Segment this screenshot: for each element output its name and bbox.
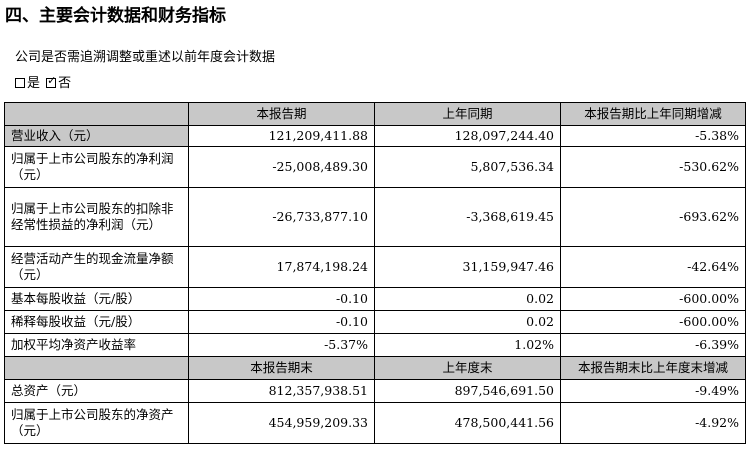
- option-yes[interactable]: 是: [15, 75, 40, 93]
- current-value: -26,733,877.10: [188, 187, 375, 247]
- table-row: 经营活动产生的现金流量净额（元） 17,874,198.24 31,159,94…: [4, 246, 746, 288]
- restatement-question: 公司是否需追溯调整或重述以前年度会计数据: [15, 50, 276, 65]
- checkbox-yes[interactable]: [15, 78, 25, 88]
- current-value: 121,209,411.88: [188, 125, 375, 147]
- change-value: -6.39%: [560, 333, 746, 357]
- current-value: -5.37%: [188, 333, 375, 357]
- row-label: 归属于上市公司股东的扣除非经常性损益的净利润（元）: [4, 187, 189, 247]
- table-row: 归属于上市公司股东的净资产（元） 454,959,209.33 478,500,…: [4, 402, 746, 444]
- previous-value: 1.02%: [374, 333, 561, 357]
- row-label: 总资产（元）: [4, 379, 189, 403]
- change-value: -600.00%: [560, 310, 746, 334]
- current-value: -0.10: [188, 287, 375, 311]
- option-yes-label: 是: [27, 76, 41, 91]
- change-value: -5.38%: [560, 125, 746, 147]
- header-cell-blank: [4, 102, 189, 126]
- row-label: 归属于上市公司股东的净利润（元）: [4, 146, 189, 188]
- financial-indicators-table: 本报告期 上年同期 本报告期比上年同期增减 营业收入（元） 121,209,41…: [4, 102, 746, 444]
- header-period-end-change: 本报告期末比上年度末增减: [560, 356, 746, 380]
- row-label: 营业收入（元）: [4, 125, 189, 147]
- option-no-label: 否: [58, 76, 72, 91]
- section-heading: 四、主要会计数据和财务指标: [5, 6, 226, 26]
- header-current-period-end: 本报告期末: [188, 356, 375, 380]
- row-label: 归属于上市公司股东的净资产（元）: [4, 402, 189, 444]
- table-row: 稀释每股收益（元/股） -0.10 0.02 -600.00%: [4, 310, 746, 334]
- previous-value: 5,807,536.34: [374, 146, 561, 188]
- table-row: 归属于上市公司股东的扣除非经常性损益的净利润（元） -26,733,877.10…: [4, 187, 746, 247]
- header-current-period: 本报告期: [188, 102, 375, 126]
- row-label: 稀释每股收益（元/股）: [4, 310, 189, 334]
- previous-value: 128,097,244.40: [374, 125, 561, 147]
- previous-value: 31,159,947.46: [374, 246, 561, 288]
- option-no[interactable]: ✓ 否: [46, 74, 72, 93]
- header-previous-year-end: 上年度末: [374, 356, 561, 380]
- current-value: 454,959,209.33: [188, 402, 375, 444]
- current-value: 17,874,198.24: [188, 246, 375, 288]
- previous-value: 478,500,441.56: [374, 402, 561, 444]
- current-value: -0.10: [188, 310, 375, 334]
- header-previous-period: 上年同期: [374, 102, 561, 126]
- change-value: -9.49%: [560, 379, 746, 403]
- checkbox-no[interactable]: ✓: [46, 74, 56, 88]
- header-row-period: 本报告期 上年同期 本报告期比上年同期增减: [4, 102, 746, 126]
- header-cell-blank: [4, 356, 189, 380]
- change-value: -530.62%: [560, 146, 746, 188]
- table-row: 归属于上市公司股东的净利润（元） -25,008,489.30 5,807,53…: [4, 146, 746, 188]
- change-value: -693.62%: [560, 187, 746, 247]
- current-value: 812,357,938.51: [188, 379, 375, 403]
- table-row: 营业收入（元） 121,209,411.88 128,097,244.40 -5…: [4, 125, 746, 147]
- row-label: 加权平均净资产收益率: [4, 333, 189, 357]
- table-row: 基本每股收益（元/股） -0.10 0.02 -600.00%: [4, 287, 746, 311]
- previous-value: -3,368,619.45: [374, 187, 561, 247]
- table-row: 加权平均净资产收益率 -5.37% 1.02% -6.39%: [4, 333, 746, 357]
- previous-value: 897,546,691.50: [374, 379, 561, 403]
- previous-value: 0.02: [374, 310, 561, 334]
- change-value: -4.92%: [560, 402, 746, 444]
- current-value: -25,008,489.30: [188, 146, 375, 188]
- table-row: 总资产（元） 812,357,938.51 897,546,691.50 -9.…: [4, 379, 746, 403]
- header-period-change: 本报告期比上年同期增减: [560, 102, 746, 126]
- row-label: 基本每股收益（元/股）: [4, 287, 189, 311]
- previous-value: 0.02: [374, 287, 561, 311]
- change-value: -600.00%: [560, 287, 746, 311]
- restatement-options: 是 ✓ 否: [15, 74, 73, 93]
- check-mark-icon: ✓: [47, 74, 57, 87]
- header-row-period-end: 本报告期末 上年度末 本报告期末比上年度末增减: [4, 356, 746, 380]
- row-label: 经营活动产生的现金流量净额（元）: [4, 246, 189, 288]
- change-value: -42.64%: [560, 246, 746, 288]
